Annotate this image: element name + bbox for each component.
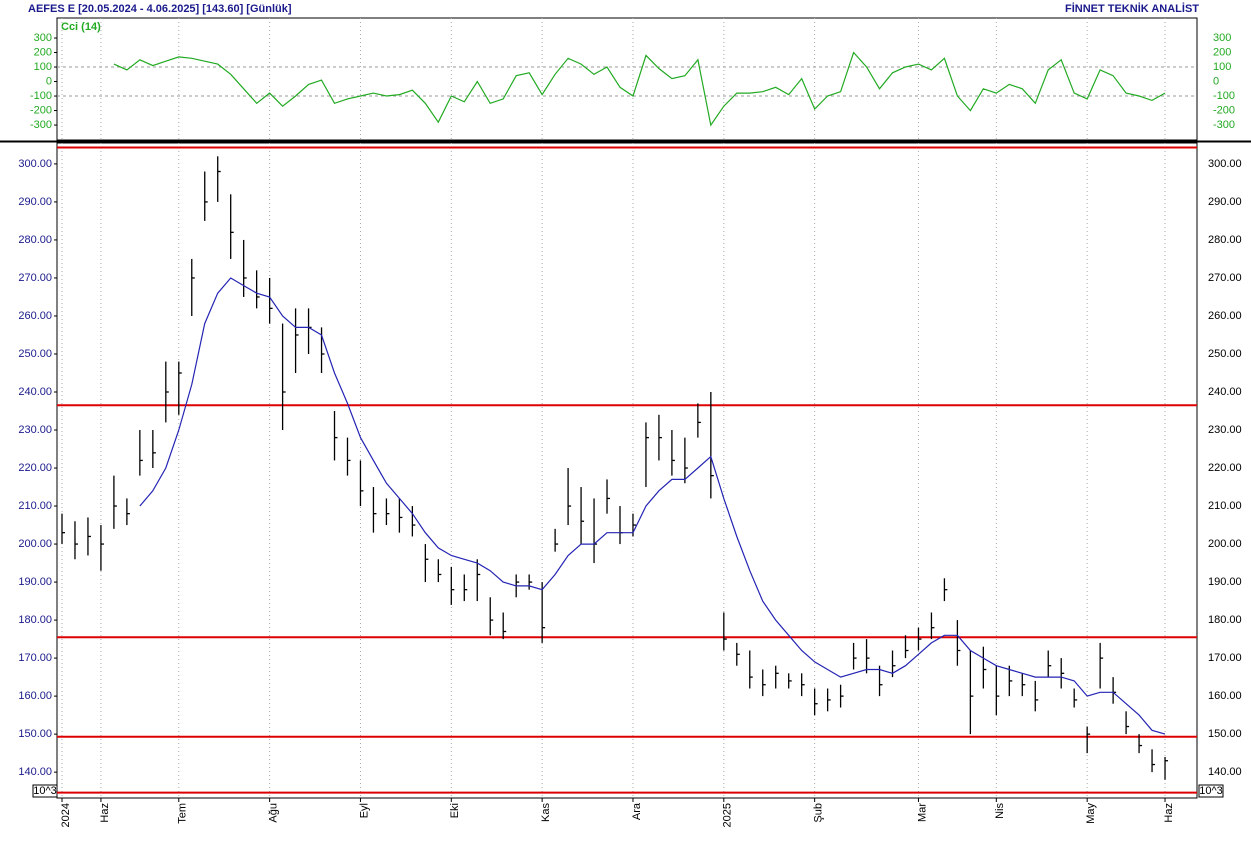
- y-tick-label: 240.00: [18, 386, 52, 398]
- y2-tick-label: 100: [1213, 61, 1231, 73]
- y-tick-label: 190.00: [18, 576, 52, 588]
- cci-line: [113, 51, 1166, 127]
- y2-tick-label: 0: [1213, 75, 1219, 87]
- y2-tick-label: 160.00: [1208, 690, 1242, 702]
- moving-average: [139, 277, 1166, 735]
- y-tick-label: 250.00: [18, 348, 52, 360]
- y2-tick-label: 150.00: [1208, 728, 1242, 740]
- x-tick-label: Mar: [916, 803, 928, 822]
- y-tick-label: -200: [30, 104, 52, 116]
- y-tick-label: 150.00: [18, 728, 52, 740]
- y-tick-label: 210.00: [18, 500, 52, 512]
- x-tick-label: Kas: [540, 803, 552, 822]
- x-tick-label: Tem: [177, 803, 189, 824]
- y2-tick-label: 290.00: [1208, 196, 1242, 208]
- x-tick-label: Eki: [449, 803, 461, 818]
- y2-tick-label: 250.00: [1208, 348, 1242, 360]
- x-tick-label: Haz: [99, 803, 111, 823]
- y2-tick-label: -300: [1213, 119, 1235, 131]
- scale-box: [1198, 784, 1224, 798]
- y2-tick-label: 300: [1213, 32, 1231, 44]
- y-tick-label: -300: [30, 119, 52, 131]
- y2-tick-label: 200.00: [1208, 538, 1242, 550]
- y2-tick-label: 260.00: [1208, 310, 1242, 322]
- y-tick-label: 290.00: [18, 196, 52, 208]
- y-tick-label: 140.00: [18, 766, 52, 778]
- x-tick-label: 2024: [60, 803, 72, 827]
- y-tick-label: 300.00: [18, 158, 52, 170]
- y2-tick-label: 240.00: [1208, 386, 1242, 398]
- x-tick-label: Şub: [813, 803, 825, 823]
- y-tick-label: 160.00: [18, 690, 52, 702]
- x-tick-label: 2025: [722, 803, 734, 827]
- x-tick-label: Ara: [631, 802, 643, 820]
- x-tick-label: Haz: [1163, 803, 1175, 823]
- scale-label: 10^3: [1199, 785, 1223, 797]
- y-tick-label: 0: [46, 75, 52, 87]
- y2-tick-label: 270.00: [1208, 272, 1242, 284]
- scale-box: [32, 784, 58, 798]
- scale-label: 10^3: [33, 785, 57, 797]
- y2-tick-label: 170.00: [1208, 652, 1242, 664]
- y2-tick-label: 140.00: [1208, 766, 1242, 778]
- y-tick-label: 200: [34, 46, 52, 58]
- y-tick-label: 300: [34, 32, 52, 44]
- brand: FİNNET TEKNİK ANALİST: [1065, 2, 1199, 15]
- y-tick-label: 170.00: [18, 652, 52, 664]
- y2-tick-label: 280.00: [1208, 234, 1242, 246]
- y-tick-label: 260.00: [18, 310, 52, 322]
- x-tick-label: Nis: [994, 803, 1006, 819]
- cci-panel: [56, 17, 1198, 141]
- y-tick-label: 270.00: [18, 272, 52, 284]
- y2-tick-label: 220.00: [1208, 462, 1242, 474]
- y2-tick-label: 210.00: [1208, 500, 1242, 512]
- y-tick-label: 200.00: [18, 538, 52, 550]
- y-tick-label: 180.00: [18, 614, 52, 626]
- y-tick-label: -100: [30, 90, 52, 102]
- y2-tick-label: 200: [1213, 46, 1231, 58]
- y-tick-label: 100: [34, 61, 52, 73]
- y2-tick-label: 300.00: [1208, 158, 1242, 170]
- cci-label: Cci (14): [61, 21, 101, 33]
- price-panel: [56, 142, 1198, 799]
- y-tick-label: 230.00: [18, 424, 52, 436]
- x-tick-label: May: [1085, 803, 1097, 824]
- y2-tick-label: 230.00: [1208, 424, 1242, 436]
- y-tick-label: 280.00: [18, 234, 52, 246]
- x-tick-label: Ağu: [268, 803, 280, 823]
- y2-tick-label: -200: [1213, 104, 1235, 116]
- y-tick-label: 220.00: [18, 462, 52, 474]
- y2-tick-label: 190.00: [1208, 576, 1242, 588]
- x-tick-label: Eyl: [358, 803, 370, 818]
- y2-tick-label: 180.00: [1208, 614, 1242, 626]
- chart-title: AEFES E [20.05.2024 - 4.06.2025] [143.60…: [28, 3, 292, 15]
- y2-tick-label: -100: [1213, 90, 1235, 102]
